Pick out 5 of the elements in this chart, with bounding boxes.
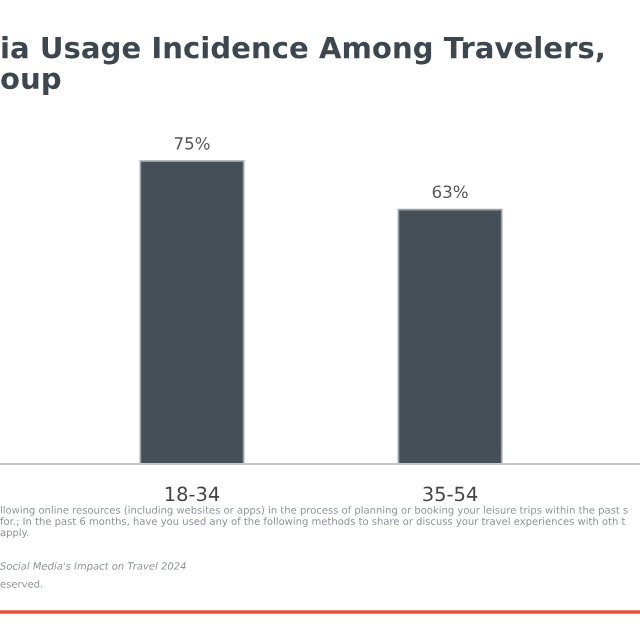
x-tick-label: 18-34: [165, 486, 220, 502]
chart-title: ia Usage Incidence Among Travelers, oup: [1, 36, 603, 95]
data-label: 63%: [432, 185, 468, 199]
x-tick-label: 35-54: [423, 486, 478, 502]
data-label: 75%: [174, 137, 210, 150]
